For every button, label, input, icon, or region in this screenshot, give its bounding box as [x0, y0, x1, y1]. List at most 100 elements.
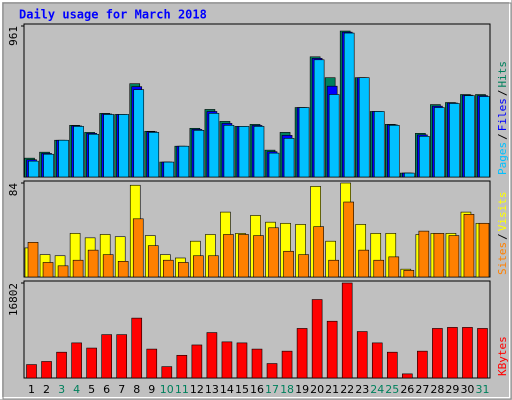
- bar: [71, 342, 82, 379]
- bar: [388, 125, 400, 178]
- bar: [296, 328, 308, 379]
- x-tick-label: 24: [370, 383, 384, 396]
- bar: [238, 234, 249, 278]
- bar: [163, 161, 175, 178]
- bar: [386, 351, 398, 379]
- bar: [193, 130, 205, 178]
- bar: [268, 152, 280, 178]
- bar: [118, 114, 130, 178]
- bar: [221, 341, 233, 379]
- bar: [86, 347, 97, 379]
- bar: [43, 153, 54, 178]
- bar: [388, 256, 400, 278]
- bar: [356, 331, 368, 379]
- bar: [462, 327, 473, 379]
- bar: [72, 259, 84, 278]
- legend-separator: /: [496, 233, 509, 240]
- bar: [253, 126, 265, 178]
- chart-title: Daily usage for March 2018: [19, 8, 207, 22]
- legend: Pages/Files/Hits: [496, 61, 509, 175]
- x-tick-label: 26: [400, 383, 414, 396]
- x-tick-label: 19: [295, 383, 309, 396]
- bar: [298, 254, 309, 278]
- bar: [281, 350, 293, 379]
- bar: [434, 107, 445, 178]
- bar: [449, 103, 460, 178]
- bar: [371, 342, 383, 379]
- bar: [311, 299, 323, 379]
- bar: [178, 262, 189, 278]
- legend-entry: Visits: [496, 192, 509, 232]
- x-tick-label: 2: [43, 383, 50, 396]
- bar: [193, 255, 204, 278]
- bar: [191, 344, 203, 379]
- x-tick-label: 10: [160, 383, 174, 396]
- bar: [178, 145, 190, 178]
- legend-entry: KBytes: [496, 336, 509, 376]
- x-tick-label: 21: [325, 383, 339, 396]
- bar: [402, 373, 413, 379]
- bar: [463, 214, 475, 278]
- x-tick-label: 15: [235, 383, 249, 396]
- bar: [148, 132, 160, 178]
- bar: [433, 233, 445, 278]
- x-tick-label: 31: [475, 383, 489, 396]
- legend-entry: Sites: [496, 242, 509, 275]
- x-tick-label: 8: [133, 383, 140, 396]
- bar: [163, 259, 174, 278]
- bar: [313, 226, 324, 278]
- y-tick-label: 84: [7, 183, 20, 197]
- x-tick-label: 1: [28, 383, 35, 396]
- legend-entry: Pages: [496, 142, 509, 175]
- bar: [328, 259, 339, 278]
- bar: [477, 328, 488, 379]
- bar: [146, 348, 158, 379]
- bar: [73, 126, 84, 178]
- bar: [238, 126, 250, 178]
- bar: [326, 320, 338, 379]
- bar: [28, 160, 39, 178]
- bar: [101, 334, 112, 379]
- bar: [343, 32, 355, 178]
- x-tick-label: 9: [148, 383, 155, 396]
- bar: [102, 254, 114, 278]
- bar: [298, 107, 310, 178]
- bar: [56, 351, 67, 379]
- bar: [404, 172, 415, 178]
- bar: [464, 95, 475, 178]
- y-tick-label: 961: [7, 26, 20, 46]
- legend-entry: Hits: [496, 61, 509, 88]
- bar: [147, 245, 159, 278]
- x-tick-label: 16: [250, 383, 264, 396]
- bar: [103, 114, 114, 178]
- bar: [27, 242, 39, 278]
- bar: [283, 250, 294, 278]
- x-tick-label: 4: [73, 383, 80, 396]
- bar: [42, 262, 54, 278]
- bar: [403, 269, 415, 278]
- bar: [117, 261, 129, 278]
- bar: [358, 77, 370, 178]
- bar: [236, 342, 248, 379]
- bar: [206, 332, 218, 379]
- bar: [251, 348, 263, 379]
- x-tick-label: 18: [280, 383, 294, 396]
- x-tick-label: 25: [385, 383, 399, 396]
- legend: Sites /Visits: [496, 192, 509, 276]
- bar: [131, 317, 143, 379]
- y-tick-label: 16802: [7, 283, 20, 316]
- x-tick-label: 12: [190, 383, 204, 396]
- x-tick-label: 3: [58, 383, 65, 396]
- bar: [88, 133, 99, 178]
- legend-separator: /: [496, 90, 509, 97]
- legend-entry: Files: [496, 98, 509, 131]
- bar: [26, 364, 37, 379]
- x-tick-label: 28: [430, 383, 444, 396]
- bar: [268, 227, 279, 278]
- bar: [283, 138, 295, 178]
- bar: [223, 234, 234, 278]
- bar: [373, 111, 385, 178]
- bar: [266, 363, 278, 379]
- bar: [87, 249, 99, 278]
